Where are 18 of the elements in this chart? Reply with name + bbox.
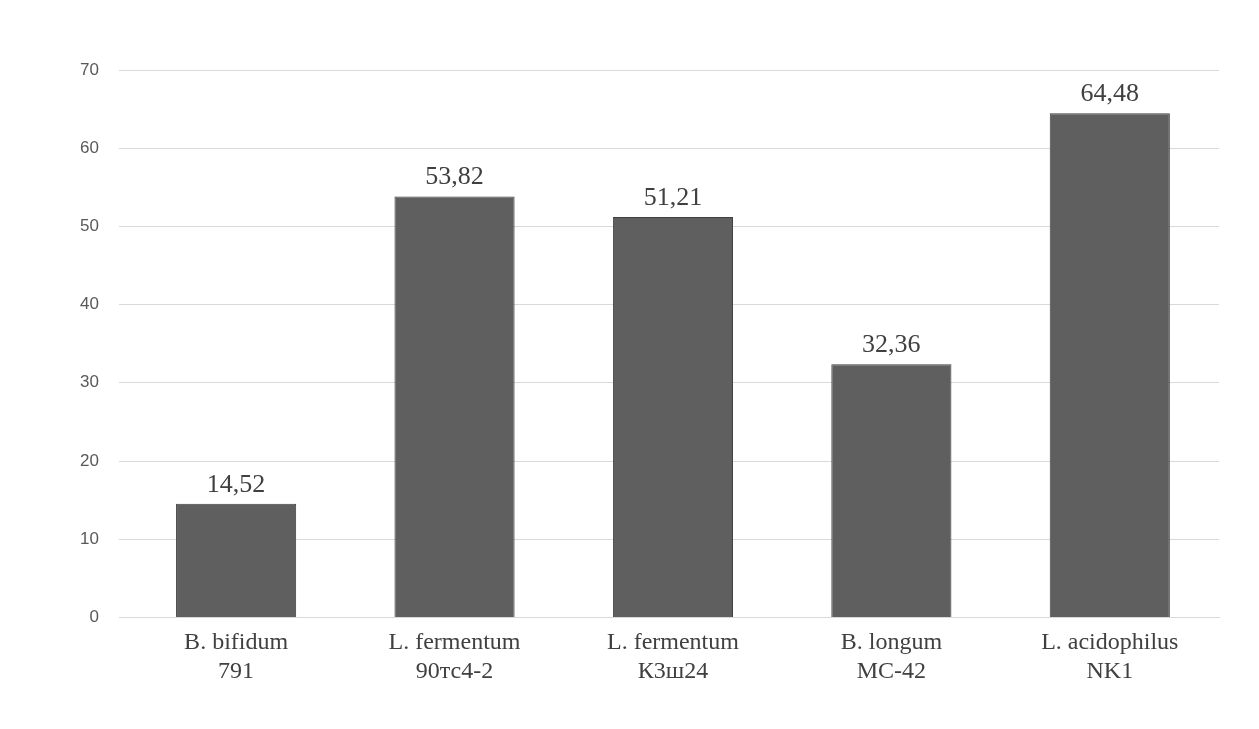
y-tick-label: 20 [79,450,99,470]
x-tick-label: L. fermentum К3ш24 [606,628,740,683]
y-tick-label: 0 [89,607,99,627]
x-tick-label: L. acidophilus NK1 [1041,628,1179,683]
y-tick-label: 40 [79,294,99,314]
y-tick-label: 50 [79,216,99,236]
x-tick-label: B. bifidum 791 [184,628,289,683]
x-tick-label: B. longum МС-42 [840,628,943,683]
y-tick-label: 30 [79,372,99,392]
x-tick-label: L. fermentum 90тс4-2 [388,628,521,683]
data-label: 53,82 [425,161,484,191]
data-label: 14,52 [206,468,266,498]
y-tick-label: 10 [79,528,99,548]
data-label: 64,48 [1080,77,1140,107]
data-label: 51,21 [643,181,703,211]
y-tick-label: 70 [79,59,99,79]
y-tick-label: 60 [79,137,99,157]
data-label: 32,36 [862,329,921,359]
